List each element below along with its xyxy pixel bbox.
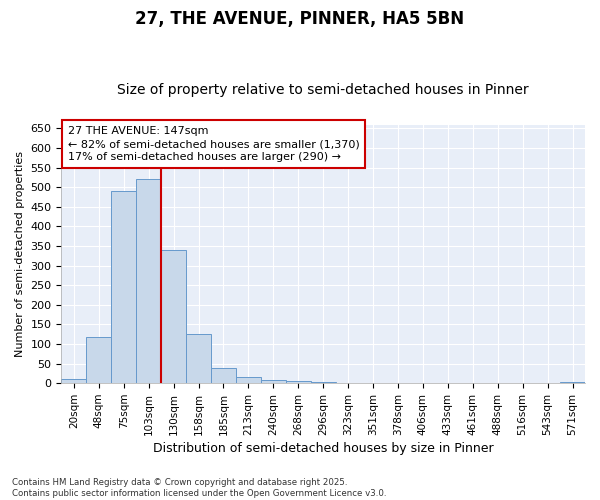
Bar [261, 380, 286, 383]
Title: Size of property relative to semi-detached houses in Pinner: Size of property relative to semi-detach… [118, 83, 529, 97]
Text: 27, THE AVENUE, PINNER, HA5 5BN: 27, THE AVENUE, PINNER, HA5 5BN [136, 10, 464, 28]
Bar [560, 382, 585, 383]
Text: 27 THE AVENUE: 147sqm
← 82% of semi-detached houses are smaller (1,370)
17% of s: 27 THE AVENUE: 147sqm ← 82% of semi-deta… [68, 126, 359, 162]
Bar [236, 376, 261, 383]
Bar [161, 250, 186, 383]
Bar [211, 368, 236, 383]
Bar [136, 178, 161, 383]
Bar [61, 380, 86, 383]
X-axis label: Distribution of semi-detached houses by size in Pinner: Distribution of semi-detached houses by … [153, 442, 494, 455]
Y-axis label: Number of semi-detached properties: Number of semi-detached properties [15, 151, 25, 357]
Bar [111, 191, 136, 383]
Text: Contains HM Land Registry data © Crown copyright and database right 2025.
Contai: Contains HM Land Registry data © Crown c… [12, 478, 386, 498]
Bar [86, 337, 111, 383]
Bar [311, 382, 335, 383]
Bar [186, 334, 211, 383]
Bar [286, 381, 311, 383]
